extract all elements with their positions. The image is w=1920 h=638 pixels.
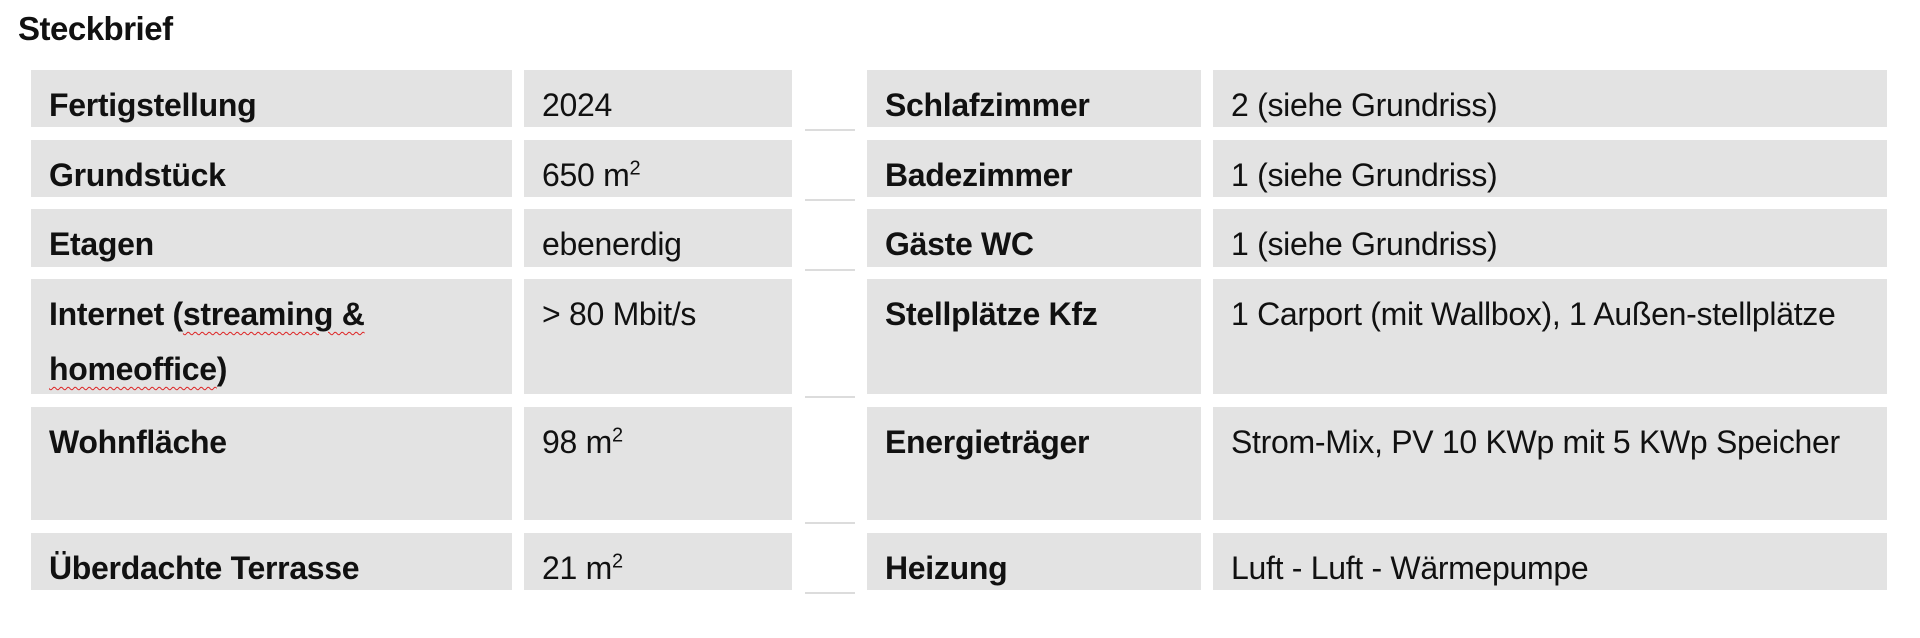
row-label: Wohnfläche	[31, 407, 512, 520]
value-text: 650 m	[542, 157, 630, 193]
row-label: Badezimmer	[867, 140, 1201, 197]
label-text: Heizung	[885, 550, 1008, 586]
row-label: Stellplätze Kfz	[867, 279, 1201, 394]
row-label: Schlafzimmer	[867, 70, 1201, 127]
spacer-line	[805, 396, 855, 398]
label-part: streaming &	[182, 296, 365, 332]
label-text: Gäste WC	[885, 226, 1034, 262]
value-text: 98 m	[542, 424, 612, 460]
row-value: Luft - Luft - Wärmepumpe	[1213, 533, 1887, 590]
row-label: Etagen	[31, 209, 512, 267]
row-label: Heizung	[867, 533, 1201, 590]
row-label: Internet (streaming & homeoffice)	[31, 279, 512, 394]
row-label: Fertigstellung	[31, 70, 512, 127]
value-text: 1 (siehe Grundriss)	[1231, 157, 1498, 193]
value-text: 2 (siehe Grundriss)	[1231, 87, 1498, 123]
row-value: 21 m2	[524, 533, 792, 590]
row-value: 2024	[524, 70, 792, 127]
label-text: Fertigstellung	[49, 87, 257, 123]
row-value: ebenerdig	[524, 209, 792, 267]
value-text: ebenerdig	[542, 226, 682, 262]
label-part: )	[216, 351, 228, 387]
row-value: 1 (siehe Grundriss)	[1213, 140, 1887, 197]
value-text: 21 m	[542, 550, 612, 586]
row-value: 650 m2	[524, 140, 792, 197]
spacer-line	[805, 129, 855, 131]
label-text: Energieträger	[885, 424, 1090, 460]
row-label: Grundstück	[31, 140, 512, 197]
superscript: 2	[611, 550, 623, 573]
row-label: Energieträger	[867, 407, 1201, 520]
value-text: Luft - Luft - Wärmepumpe	[1231, 550, 1589, 586]
value-text: 1 Carport (mit Wallbox), 1 Außen-stellpl…	[1231, 296, 1836, 332]
spacer-line	[805, 199, 855, 201]
row-label: Gäste WC	[867, 209, 1201, 267]
label-text: Wohnfläche	[49, 424, 227, 460]
page-title: Steckbrief	[18, 10, 173, 47]
row-label: Überdachte Terrasse	[31, 533, 512, 590]
row-value: 1 Carport (mit Wallbox), 1 Außen-stellpl…	[1213, 279, 1887, 394]
superscript: 2	[611, 424, 623, 447]
row-value: 1 (siehe Grundriss)	[1213, 209, 1887, 267]
spacer-line	[805, 522, 855, 524]
spacer-line	[805, 269, 855, 271]
value-text: 1 (siehe Grundriss)	[1231, 226, 1498, 262]
label-text: Schlafzimmer	[885, 87, 1090, 123]
row-value: 2 (siehe Grundriss)	[1213, 70, 1887, 127]
label-text: Überdachte Terrasse	[49, 550, 360, 586]
label-part: Internet (	[49, 296, 183, 332]
label-part: homeoffice	[49, 351, 217, 387]
superscript: 2	[629, 157, 641, 180]
value-text: > 80 Mbit/s	[542, 296, 697, 332]
row-value: 98 m2	[524, 407, 792, 520]
row-value: Strom-Mix, PV 10 KWp mit 5 KWp Speicher	[1213, 407, 1887, 520]
label-text: Grundstück	[49, 157, 226, 193]
label-text: Badezimmer	[885, 157, 1073, 193]
label-text: Stellplätze Kfz	[885, 296, 1098, 332]
spacer-line	[805, 592, 855, 594]
row-value: > 80 Mbit/s	[524, 279, 792, 394]
value-text: 2024	[542, 87, 612, 123]
value-text: Strom-Mix, PV 10 KWp mit 5 KWp Speicher	[1231, 424, 1840, 460]
label-text: Etagen	[49, 226, 154, 262]
